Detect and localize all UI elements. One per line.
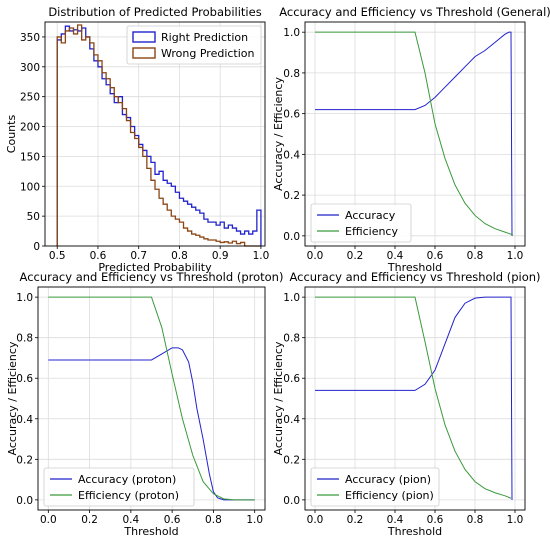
x-tick-label: 1.0 <box>246 514 263 526</box>
legend-label: Accuracy (proton) <box>78 473 176 486</box>
x-tick-label: 0.8 <box>467 514 484 526</box>
x-axis-label: Threshold <box>123 525 178 538</box>
x-tick-label: 0.6 <box>427 250 444 262</box>
x-tick-label: 0.4 <box>123 514 140 526</box>
y-tick-label: 0.2 <box>16 454 33 466</box>
legend-box <box>43 467 195 507</box>
y-axis-label: Accuracy / Efficiency <box>272 77 285 191</box>
y-tick-label: 0.4 <box>16 414 33 426</box>
y-tick-label: 250 <box>20 92 40 104</box>
y-tick-label: 0.0 <box>283 231 300 243</box>
x-tick-label: 0.6 <box>90 250 107 262</box>
legend-label: Right Prediction <box>161 31 248 44</box>
line-series-0 <box>315 31 513 236</box>
x-axis-label: Predicted Probability <box>98 261 212 274</box>
x-tick-label: 0.5 <box>49 250 66 262</box>
y-tick-label: 50 <box>27 211 40 223</box>
chart-title: Accuracy and Efficiency vs Threshold (Ge… <box>279 5 550 19</box>
x-tick-label: 0.2 <box>347 514 364 526</box>
x-tick-label: 0.0 <box>40 514 57 526</box>
y-tick-label: 1.0 <box>283 292 300 304</box>
legend: Accuracy Efficiency <box>310 203 412 243</box>
y-tick-label: 0.8 <box>283 68 300 80</box>
line-series-1 <box>315 31 514 236</box>
y-tick-label: 150 <box>20 151 40 163</box>
y-tick-label: 100 <box>20 181 40 193</box>
x-tick-label: 0.8 <box>467 250 484 262</box>
y-tick-label: 0 <box>33 241 40 253</box>
chart-title: Accuracy and Efficiency vs Threshold (pr… <box>20 270 284 284</box>
x-tick-label: 1.0 <box>507 514 524 526</box>
x-tick-label: 0.4 <box>387 250 404 262</box>
x-tick-label: 0.9 <box>212 250 229 262</box>
chart-hist: 0.5 0.6 0.7 0.8 0.9 1.0 0 50 100 150 200 250 300 350 D… <box>5 5 269 274</box>
line-series-0 <box>48 347 255 501</box>
legend-label: Efficiency (pion) <box>345 489 434 502</box>
legend-label: Wrong Prediction <box>161 47 255 60</box>
legend-swatch <box>132 31 156 43</box>
legend-box <box>310 203 412 243</box>
y-tick-label: 0.8 <box>283 333 300 345</box>
histogram-series-right <box>56 25 262 246</box>
legend-box <box>126 25 262 65</box>
x-tick-label: 0.4 <box>387 514 404 526</box>
chart-title: Distribution of Predicted Probabilities <box>48 5 261 19</box>
x-axis-label: Threshold <box>387 261 442 274</box>
y-tick-label: 1.0 <box>16 292 33 304</box>
y-tick-label: 0.4 <box>283 414 300 426</box>
x-tick-label: 0.8 <box>205 514 222 526</box>
chart-proton: 0.0 0.2 0.4 0.6 0.8 1.0 0.0 0.2 0.4 0.6 0.8 1.0 Accu… <box>6 270 283 538</box>
legend-label: Efficiency <box>345 225 398 238</box>
y-axis-label: Counts <box>5 115 18 154</box>
x-tick-label: 0.6 <box>427 514 444 526</box>
chart-general: 0.0 0.2 0.4 0.6 0.8 1.0 0.0 0.2 0.4 0.6 0.8 1.0 Accu… <box>272 5 550 274</box>
x-tick-label: 0.2 <box>81 514 98 526</box>
x-tick-label: 0.0 <box>307 514 324 526</box>
y-tick-label: 0.6 <box>16 373 33 385</box>
legend-swatch <box>132 47 156 59</box>
plot-frame <box>44 21 266 247</box>
y-tick-label: 1.0 <box>283 27 300 39</box>
line-series-0 <box>315 296 513 500</box>
legend-box <box>310 467 440 507</box>
line-series-1 <box>315 296 512 499</box>
x-tick-label: 1.0 <box>253 250 270 262</box>
legend: Accuracy (pion) Efficiency (pion) <box>310 467 440 507</box>
x-tick-label: 0.7 <box>130 250 147 262</box>
plot-frame <box>304 21 526 247</box>
y-axis-label: Accuracy / Efficiency <box>272 341 285 455</box>
legend: Right Prediction Wrong Prediction <box>126 25 262 65</box>
y-tick-label: 0.6 <box>283 373 300 385</box>
line-series-1 <box>48 296 255 501</box>
y-tick-label: 0.0 <box>16 495 33 507</box>
chart-pion: 0.0 0.2 0.4 0.6 0.8 1.0 0.0 0.2 0.4 0.6 0.8 1.0 Accu… <box>272 270 541 538</box>
x-tick-label: 0.8 <box>171 250 188 262</box>
y-tick-label: 300 <box>20 62 40 74</box>
y-tick-label: 0.6 <box>283 109 300 121</box>
x-tick-label: 0.6 <box>164 514 181 526</box>
x-tick-label: 0.0 <box>307 250 324 262</box>
x-tick-label: 0.2 <box>347 250 364 262</box>
y-tick-label: 0.2 <box>283 190 300 202</box>
plot-frame <box>37 286 266 511</box>
y-tick-label: 0.0 <box>283 495 300 507</box>
y-tick-label: 0.8 <box>16 333 33 345</box>
y-axis-label: Accuracy / Efficiency <box>6 341 19 455</box>
y-tick-label: 0.2 <box>283 454 300 466</box>
y-tick-label: 0.4 <box>283 149 300 161</box>
y-tick-label: 350 <box>20 32 40 44</box>
legend-label: Accuracy (pion) <box>345 473 431 486</box>
legend: Accuracy (proton) Efficiency (proton) <box>43 467 195 507</box>
histogram-series-wrong <box>56 24 261 247</box>
legend-label: Efficiency (proton) <box>78 489 179 502</box>
legend-label: Accuracy <box>345 209 396 222</box>
chart-title: Accuracy and Efficiency vs Threshold (pi… <box>289 270 540 284</box>
y-tick-label: 200 <box>20 122 40 134</box>
x-axis-label: Threshold <box>387 525 442 538</box>
plot-frame <box>304 286 526 511</box>
x-tick-label: 1.0 <box>507 250 524 262</box>
